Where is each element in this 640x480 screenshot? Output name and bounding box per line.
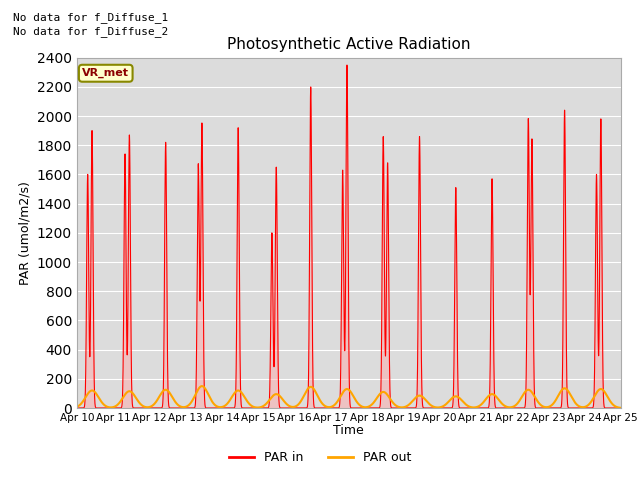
PAR in xyxy=(424,405,431,411)
PAR in xyxy=(276,405,284,411)
PAR in xyxy=(73,405,81,411)
PAR out xyxy=(617,405,625,411)
PAR out xyxy=(198,383,206,389)
Text: No data for f_Diffuse_1: No data for f_Diffuse_1 xyxy=(13,12,168,23)
PAR out xyxy=(424,400,431,406)
Title: Photosynthetic Active Radiation: Photosynthetic Active Radiation xyxy=(227,37,470,52)
PAR in xyxy=(615,405,623,411)
PAR in xyxy=(189,405,197,411)
PAR out xyxy=(189,396,197,402)
Line: PAR out: PAR out xyxy=(77,386,621,408)
PAR out xyxy=(276,394,284,400)
PAR out xyxy=(73,404,81,410)
Line: PAR in: PAR in xyxy=(77,65,621,408)
PAR out xyxy=(615,405,623,410)
X-axis label: Time: Time xyxy=(333,424,364,437)
PAR in xyxy=(343,62,351,68)
PAR in xyxy=(617,405,625,411)
Legend: PAR in, PAR out: PAR in, PAR out xyxy=(223,446,417,469)
PAR in xyxy=(501,405,509,411)
Text: VR_met: VR_met xyxy=(82,68,129,78)
PAR in xyxy=(184,405,191,411)
PAR out xyxy=(184,403,191,409)
Text: No data for f_Diffuse_2: No data for f_Diffuse_2 xyxy=(13,26,168,37)
Y-axis label: PAR (umol/m2/s): PAR (umol/m2/s) xyxy=(18,181,31,285)
PAR out xyxy=(501,403,509,409)
